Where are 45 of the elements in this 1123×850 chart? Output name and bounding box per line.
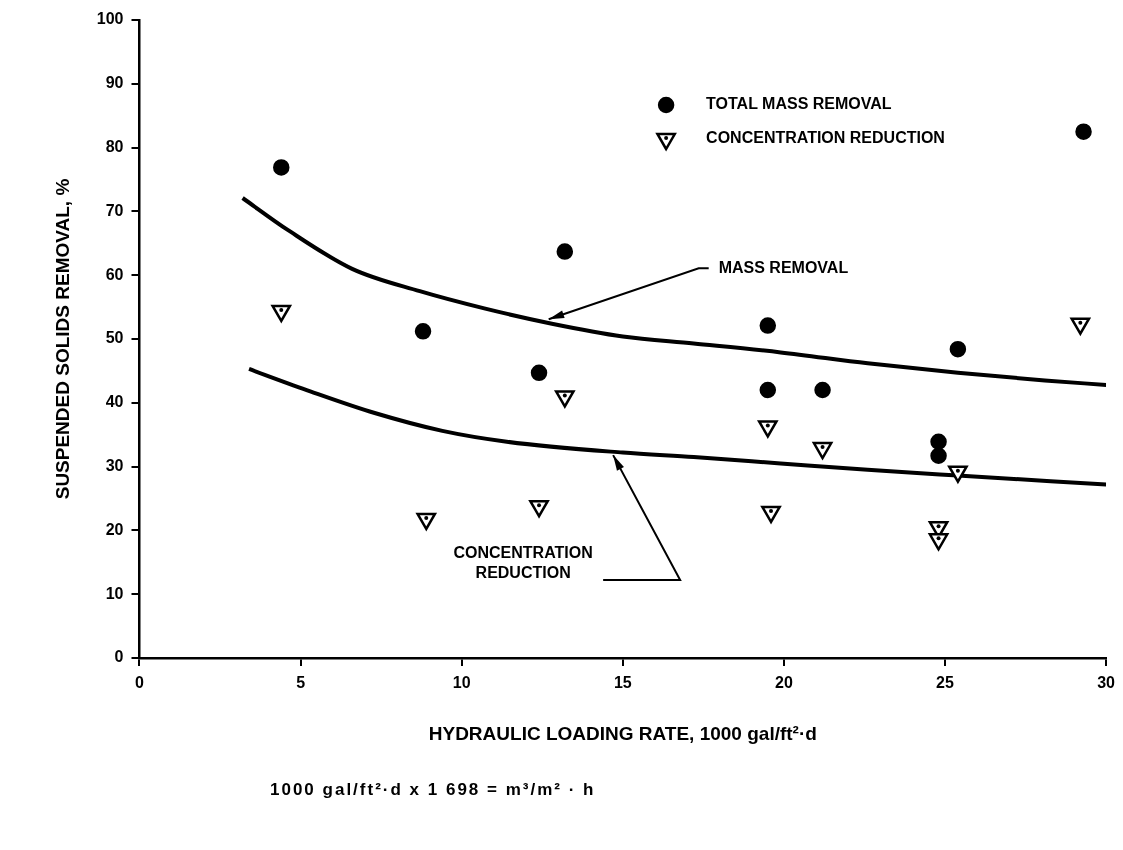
x-tick-label: 5 xyxy=(296,674,306,692)
x-tick-label: 25 xyxy=(936,674,954,692)
point xyxy=(759,317,777,334)
y-tick-label: 60 xyxy=(105,265,124,283)
point xyxy=(416,512,437,531)
y-tick-label: 100 xyxy=(96,10,124,28)
text: 1000 gal/ft²·d x 1 698 = m³/m² · h xyxy=(270,780,596,800)
line-series xyxy=(240,196,1107,387)
y-tick-label: 70 xyxy=(105,201,124,219)
point xyxy=(273,159,290,176)
point xyxy=(554,390,575,408)
x-tick-label: 20 xyxy=(775,674,793,692)
x-axis-title: HYDRAULIC LOADING RATE, 1000 gal/ft²·d xyxy=(428,722,817,744)
point xyxy=(949,340,967,358)
y-axis-title: SUSPENDED SOLIDS REMOVAL, % xyxy=(51,178,73,500)
point xyxy=(812,441,833,460)
annotation: CONCENTRATION REDUCTION xyxy=(453,543,593,581)
point xyxy=(761,505,781,524)
point xyxy=(529,499,549,518)
legend-label: CONCENTRATION REDUCTION xyxy=(706,129,945,147)
annotation: MASS REMOVAL xyxy=(718,258,849,276)
point xyxy=(414,323,432,340)
point xyxy=(1075,123,1092,140)
y-tick-label: 30 xyxy=(105,457,124,475)
point xyxy=(271,304,292,323)
y-tick-label: 20 xyxy=(105,520,124,538)
point xyxy=(759,381,777,399)
point xyxy=(1070,317,1091,335)
point xyxy=(530,364,548,382)
x-tick-label: 30 xyxy=(1097,674,1116,692)
x-tick-label: 10 xyxy=(452,674,471,692)
x-tick-label: 15 xyxy=(613,674,632,692)
legend-label: TOTAL MASS REMOVAL xyxy=(706,95,892,113)
y-tick-label: 50 xyxy=(105,329,124,347)
x-tick-label: 0 xyxy=(135,674,145,692)
y-tick-label: 10 xyxy=(105,584,124,602)
point xyxy=(814,381,831,399)
point xyxy=(947,465,968,483)
point xyxy=(757,420,778,438)
y-tick-label: 90 xyxy=(105,74,124,92)
y-tick-label: 40 xyxy=(105,393,124,411)
y-tick-label: 80 xyxy=(105,138,124,156)
y-tick-label: 0 xyxy=(114,648,124,666)
point xyxy=(556,243,574,260)
point xyxy=(928,533,949,551)
